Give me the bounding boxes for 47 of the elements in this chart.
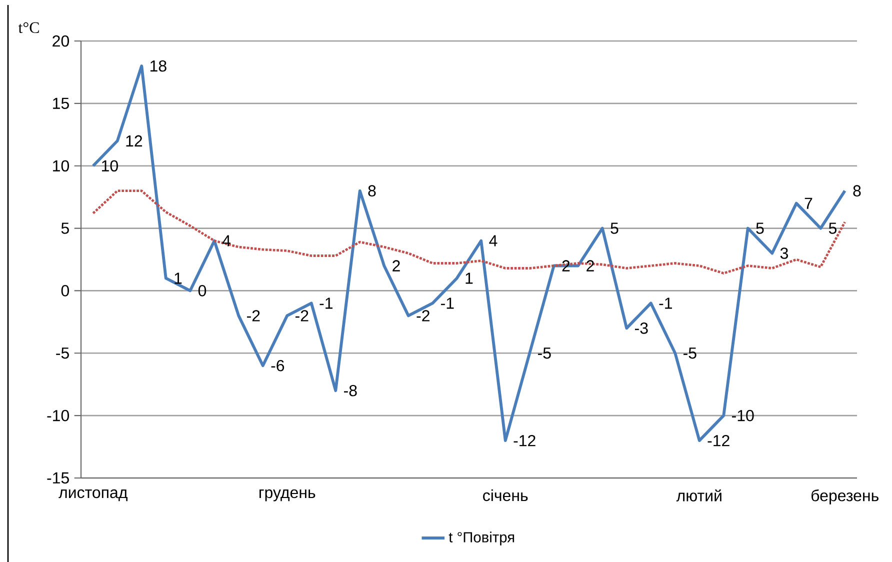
data-label: 5 [756,222,764,234]
x-tick-label: лютий [676,489,722,502]
y-tick-label: -5 [56,348,69,359]
data-label: 0 [198,285,206,296]
y-tick-label: 5 [61,222,69,234]
data-label: -8 [344,384,357,396]
data-label: 1 [174,272,182,284]
y-tick-label: 10 [53,160,70,172]
data-label: 2 [562,260,570,272]
data-label: 4 [489,235,498,246]
y-tick-label: 20 [52,35,70,47]
data-label: 5 [610,222,618,234]
x-tick-label: березень [812,489,878,504]
y-tick-label: -15 [47,472,69,484]
y-axis-title: t°C [18,22,39,34]
data-label: 4 [222,235,230,246]
data-label: -3 [635,322,648,334]
legend-label: t °Повітря [448,532,514,546]
data-label: -12 [708,434,730,446]
data-label: 5 [828,222,837,234]
data-label: -10 [732,410,754,422]
data-label: -1 [320,298,332,309]
data-label: 12 [126,135,142,146]
y-tick-label: 0 [61,285,70,296]
data-label: -5 [538,348,551,359]
data-label: -2 [416,310,430,322]
data-label: -2 [296,310,308,322]
x-tick-label: листопад [58,489,128,502]
data-label: 2 [586,260,594,272]
data-label: 2 [392,260,400,272]
data-label: -5 [684,348,696,359]
data-label: 8 [853,185,861,196]
data-label: -1 [659,298,672,309]
x-tick-label: грудень [260,489,316,502]
data-label: 7 [804,198,812,209]
x-tick-label: січень [483,489,528,502]
data-label: 10 [102,160,118,172]
data-label: 18 [150,60,166,72]
data-label: -12 [514,434,536,446]
data-label: -1 [441,298,454,309]
data-label: 3 [780,248,788,259]
data-label: 8 [368,185,376,196]
data-label: -6 [271,360,284,372]
data-label: 1 [466,272,473,284]
data-label: -2 [247,310,260,322]
y-tick-label: 15 [53,98,69,110]
y-tick-label: -10 [47,410,70,422]
